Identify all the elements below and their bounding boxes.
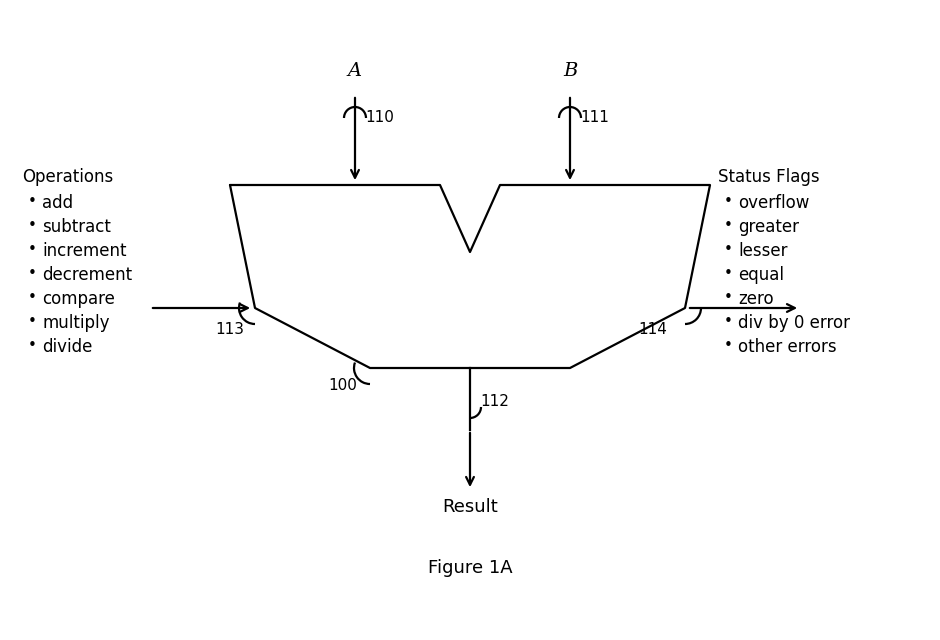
Text: •: • [724, 242, 733, 257]
Text: •: • [724, 194, 733, 209]
Text: zero: zero [738, 290, 774, 308]
Text: overflow: overflow [738, 194, 809, 212]
Text: •: • [28, 314, 37, 329]
Text: B: B [563, 62, 577, 80]
Text: •: • [724, 218, 733, 233]
Text: •: • [28, 338, 37, 353]
Text: A: A [348, 62, 362, 80]
Text: 111: 111 [580, 109, 609, 125]
Text: divide: divide [42, 338, 92, 356]
Text: •: • [28, 194, 37, 209]
Text: increment: increment [42, 242, 127, 260]
Text: 100: 100 [328, 378, 357, 393]
Text: •: • [28, 218, 37, 233]
Text: Result: Result [442, 498, 498, 516]
Text: 113: 113 [215, 322, 244, 337]
Text: •: • [28, 290, 37, 305]
Text: 114: 114 [638, 322, 666, 337]
Text: •: • [724, 290, 733, 305]
Text: multiply: multiply [42, 314, 109, 332]
Text: decrement: decrement [42, 266, 133, 284]
Text: subtract: subtract [42, 218, 111, 236]
Text: other errors: other errors [738, 338, 837, 356]
Text: •: • [724, 338, 733, 353]
Text: add: add [42, 194, 73, 212]
Text: •: • [28, 242, 37, 257]
Text: div by 0 error: div by 0 error [738, 314, 850, 332]
Text: •: • [28, 266, 37, 281]
Text: compare: compare [42, 290, 115, 308]
Text: lesser: lesser [738, 242, 788, 260]
Text: 112: 112 [480, 394, 509, 410]
Text: Status Flags: Status Flags [718, 168, 820, 186]
Text: •: • [724, 314, 733, 329]
Text: 110: 110 [365, 109, 394, 125]
Text: Operations: Operations [22, 168, 113, 186]
Text: •: • [724, 266, 733, 281]
Text: greater: greater [738, 218, 799, 236]
Text: equal: equal [738, 266, 784, 284]
Text: Figure 1A: Figure 1A [428, 559, 512, 577]
